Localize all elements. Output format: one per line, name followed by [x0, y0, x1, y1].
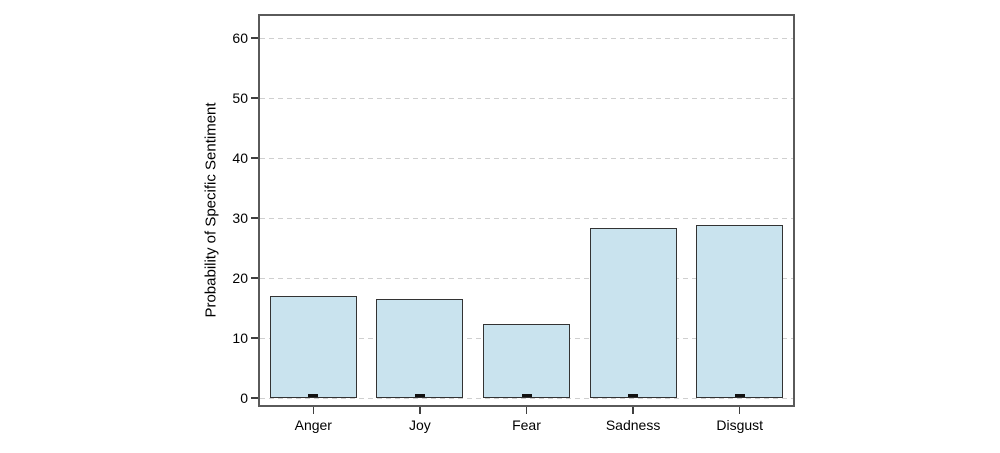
gridline-20: [260, 277, 793, 279]
y-tick-label-40: 40: [232, 150, 248, 166]
bar-joy: [376, 299, 464, 398]
gridline-50: [260, 97, 793, 99]
plot-area: [258, 14, 795, 407]
base-mark-anger: [308, 393, 319, 397]
base-mark-disgust: [734, 393, 745, 397]
gridline-60: [260, 37, 793, 39]
gridline-30: [260, 217, 793, 219]
bar-anger: [269, 296, 357, 398]
bar-fear: [483, 324, 570, 398]
x-tick-label-anger: Anger: [294, 417, 332, 433]
y-tick-label-50: 50: [232, 90, 248, 106]
y-tick-label-10: 10: [232, 330, 248, 346]
y-tick-mark-30: [251, 217, 258, 219]
x-tick-mark-sadness: [632, 407, 634, 414]
x-tick-label-disgust: Disgust: [716, 417, 764, 433]
bar-disgust: [696, 225, 784, 398]
gridline-40: [260, 157, 793, 159]
base-mark-sadness: [628, 393, 639, 397]
bar-sadness: [589, 228, 677, 398]
base-mark-fear: [521, 393, 532, 397]
bars: [260, 16, 793, 405]
gridline-0: [260, 397, 793, 399]
x-tick-label-joy: Joy: [408, 417, 431, 433]
y-tick-mark-40: [251, 157, 258, 159]
x-tick-mark-fear: [525, 407, 528, 414]
y-tick-mark-10: [251, 337, 258, 339]
x-tick-mark-disgust: [738, 407, 741, 414]
y-tick-mark-20: [251, 277, 258, 279]
x-tick-mark-joy: [419, 407, 421, 414]
x-tick-label-fear: Fear: [512, 417, 541, 433]
x-tick-label-sadness: Sadness: [605, 417, 661, 433]
y-tick-label-0: 0: [240, 390, 248, 406]
y-tick-label-60: 60: [232, 30, 248, 46]
base-mark-joy: [414, 393, 425, 397]
y-tick-mark-0: [251, 397, 258, 399]
y-tick-mark-60: [251, 37, 258, 39]
x-tick-mark-anger: [312, 407, 315, 414]
y-tick-label-20: 20: [232, 270, 248, 286]
y-tick-mark-50: [251, 97, 258, 99]
y-tick-label-30: 30: [232, 210, 248, 226]
